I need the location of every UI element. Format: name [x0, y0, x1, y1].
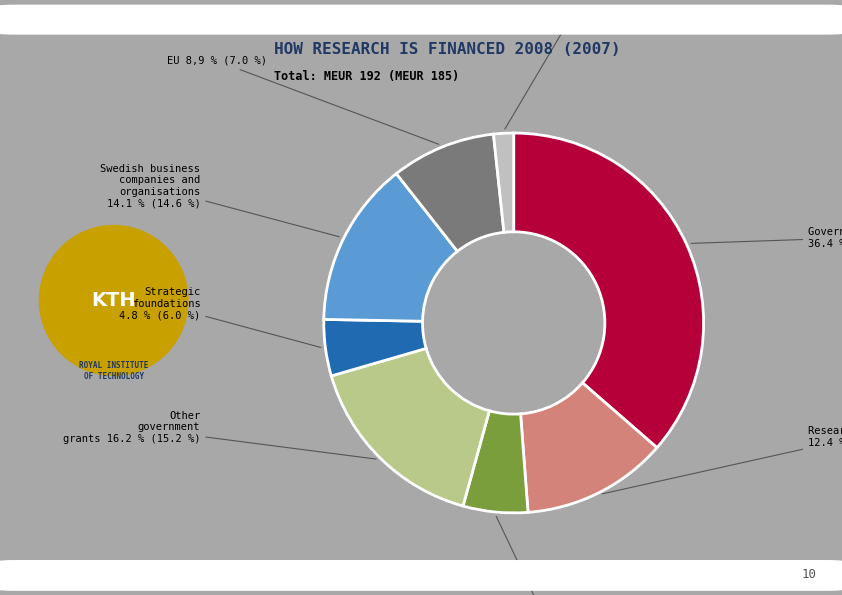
Text: Other
government
grants 16.2 % (15.2 %): Other government grants 16.2 % (15.2 %) [63, 411, 376, 459]
Wedge shape [514, 133, 704, 447]
Circle shape [40, 226, 188, 375]
Text: KTH: KTH [92, 291, 136, 310]
Text: Vinnova (Swedish Agency
for Innovation Systems)
5.5 % (5.7 %): Vinnova (Swedish Agency for Innovation S… [489, 516, 633, 595]
Text: Government grants
36.4 % (36.9 %): Government grants 36.4 % (36.9 %) [691, 227, 842, 248]
FancyBboxPatch shape [0, 5, 842, 35]
Text: Total: MEUR 192 (MEUR 185): Total: MEUR 192 (MEUR 185) [274, 70, 459, 83]
Wedge shape [324, 174, 457, 321]
Text: Research Council
12.4 % (12.8 %): Research Council 12.4 % (12.8 %) [602, 426, 842, 494]
Wedge shape [463, 411, 528, 513]
Wedge shape [397, 134, 504, 251]
Wedge shape [331, 349, 489, 506]
Text: Strategic
foundations
4.8 % (6.0 %): Strategic foundations 4.8 % (6.0 %) [119, 287, 321, 347]
Text: Swedish business
companies and
organisations
14.1 % (14.6 %): Swedish business companies and organisat… [100, 164, 339, 237]
Text: HOW RESEARCH IS FINANCED 2008 (2007): HOW RESEARCH IS FINANCED 2008 (2007) [274, 42, 621, 57]
Text: EU 8,9 % (7.0 %): EU 8,9 % (7.0 %) [167, 56, 439, 145]
Wedge shape [520, 383, 657, 512]
Wedge shape [324, 320, 426, 376]
Wedge shape [493, 133, 514, 232]
Text: 10: 10 [802, 568, 817, 581]
Text: Other foreign
sources 1.7 % (1.8 %): Other foreign sources 1.7 % (1.8 %) [505, 7, 637, 129]
FancyBboxPatch shape [0, 560, 842, 591]
Text: ROYAL INSTITUTE
OF TECHNOLOGY: ROYAL INSTITUTE OF TECHNOLOGY [79, 361, 148, 381]
